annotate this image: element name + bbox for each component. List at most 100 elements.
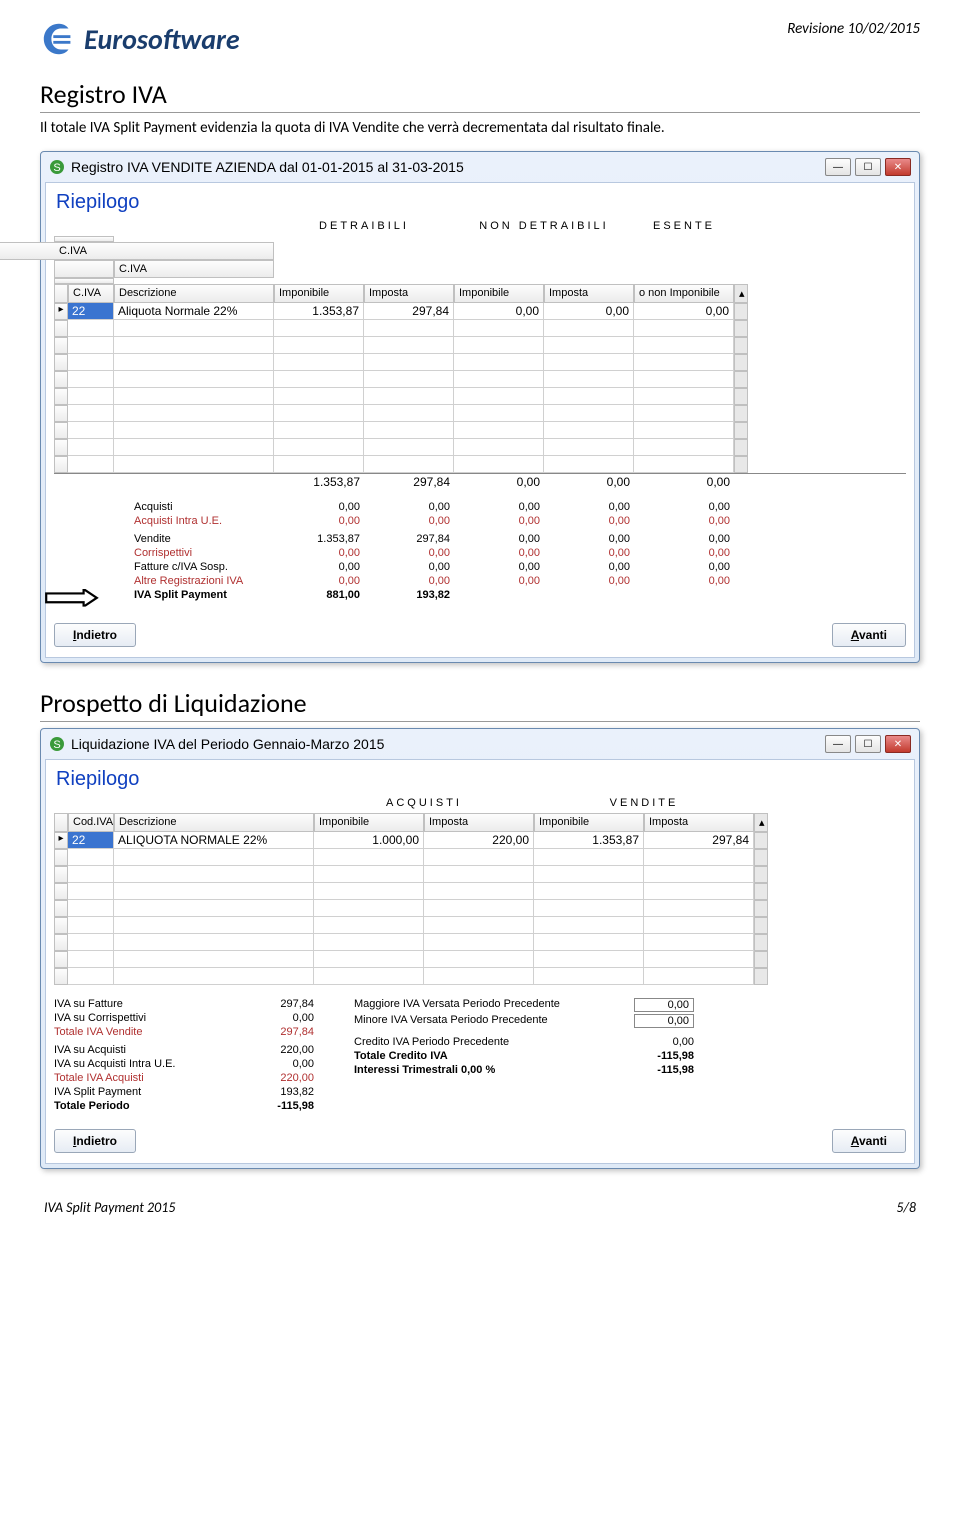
empty-cell[interactable]: [68, 337, 114, 354]
empty-cell[interactable]: [644, 917, 754, 934]
empty-cell[interactable]: [114, 422, 274, 439]
empty-cell[interactable]: [534, 900, 644, 917]
empty-cell[interactable]: [424, 951, 534, 968]
col-imponibile1[interactable]: Imponibile: [274, 284, 364, 303]
empty-cell[interactable]: [68, 456, 114, 473]
scrollbar[interactable]: [734, 456, 748, 473]
empty-cell[interactable]: [68, 934, 114, 951]
scrollbar[interactable]: [734, 337, 748, 354]
minimize-button[interactable]: —: [825, 158, 851, 176]
col-imposta1[interactable]: Imposta: [364, 284, 454, 303]
empty-cell[interactable]: [68, 917, 114, 934]
empty-cell[interactable]: [534, 883, 644, 900]
empty-cell[interactable]: [274, 320, 364, 337]
cell-codiva[interactable]: 22: [68, 832, 114, 849]
empty-cell[interactable]: [534, 849, 644, 866]
empty-cell[interactable]: [114, 934, 314, 951]
empty-cell[interactable]: [68, 968, 114, 985]
empty-cell[interactable]: [364, 405, 454, 422]
close-button[interactable]: ✕: [885, 158, 911, 176]
empty-cell[interactable]: [114, 968, 314, 985]
empty-cell[interactable]: [534, 866, 644, 883]
empty-cell[interactable]: [274, 354, 364, 371]
empty-cell[interactable]: [274, 405, 364, 422]
minimize-button[interactable]: —: [825, 735, 851, 753]
empty-cell[interactable]: [424, 917, 534, 934]
empty-cell[interactable]: [364, 337, 454, 354]
empty-cell[interactable]: [634, 422, 734, 439]
empty-cell[interactable]: [634, 456, 734, 473]
empty-cell[interactable]: [544, 354, 634, 371]
cell-imp-acq[interactable]: 1.000,00: [314, 832, 424, 849]
empty-cell[interactable]: [544, 456, 634, 473]
empty-cell[interactable]: [274, 337, 364, 354]
scrollbar[interactable]: [754, 866, 768, 883]
scroll-up-icon[interactable]: ▴: [734, 284, 748, 303]
empty-cell[interactable]: [274, 371, 364, 388]
empty-cell[interactable]: [534, 968, 644, 985]
empty-cell[interactable]: [68, 900, 114, 917]
empty-cell[interactable]: [114, 354, 274, 371]
empty-cell[interactable]: [314, 900, 424, 917]
empty-cell[interactable]: [424, 883, 534, 900]
empty-cell[interactable]: [634, 337, 734, 354]
empty-cell[interactable]: [314, 968, 424, 985]
empty-cell[interactable]: [364, 422, 454, 439]
scrollbar[interactable]: [734, 354, 748, 371]
col-imponibile2[interactable]: Imponibile: [454, 284, 544, 303]
empty-cell[interactable]: [534, 934, 644, 951]
scrollbar[interactable]: [754, 934, 768, 951]
col-desc[interactable]: Descrizione: [114, 813, 314, 832]
empty-cell[interactable]: [424, 934, 534, 951]
empty-cell[interactable]: [364, 388, 454, 405]
scrollbar[interactable]: [754, 832, 768, 849]
cell-imp-ven[interactable]: 1.353,87: [534, 832, 644, 849]
maggiore-iva-input[interactable]: 0,00: [634, 998, 694, 1012]
scrollbar[interactable]: [734, 303, 748, 320]
empty-cell[interactable]: [114, 849, 314, 866]
empty-cell[interactable]: [634, 371, 734, 388]
col-desc[interactable]: Descrizione: [114, 284, 274, 303]
empty-cell[interactable]: [454, 422, 544, 439]
empty-cell[interactable]: [364, 371, 454, 388]
empty-cell[interactable]: [114, 439, 274, 456]
empty-cell[interactable]: [314, 866, 424, 883]
close-button[interactable]: ✕: [885, 735, 911, 753]
empty-cell[interactable]: [634, 405, 734, 422]
scrollbar[interactable]: [754, 849, 768, 866]
empty-cell[interactable]: [114, 337, 274, 354]
empty-cell[interactable]: [68, 866, 114, 883]
cell-tax2[interactable]: 0,00: [544, 303, 634, 320]
minore-iva-input[interactable]: 0,00: [634, 1014, 694, 1028]
empty-cell[interactable]: [68, 883, 114, 900]
empty-cell[interactable]: [314, 934, 424, 951]
empty-cell[interactable]: [454, 371, 544, 388]
col-imp-acq[interactable]: Imponibile: [314, 813, 424, 832]
back-button[interactable]: Indietro: [54, 1129, 136, 1153]
empty-cell[interactable]: [314, 883, 424, 900]
cell-esente[interactable]: 0,00: [634, 303, 734, 320]
empty-cell[interactable]: [544, 337, 634, 354]
scroll-up-icon[interactable]: ▴: [754, 813, 768, 832]
empty-cell[interactable]: [314, 849, 424, 866]
cell-civa[interactable]: 22: [68, 303, 114, 320]
empty-cell[interactable]: [114, 320, 274, 337]
empty-cell[interactable]: [114, 951, 314, 968]
scrollbar[interactable]: [734, 320, 748, 337]
col-esente[interactable]: o non Imponibile: [634, 284, 734, 303]
empty-cell[interactable]: [544, 422, 634, 439]
empty-cell[interactable]: [114, 866, 314, 883]
empty-cell[interactable]: [114, 405, 274, 422]
empty-cell[interactable]: [114, 388, 274, 405]
col-codiva[interactable]: Cod.IVA: [68, 813, 114, 832]
empty-cell[interactable]: [68, 439, 114, 456]
cell-tax-ven[interactable]: 297,84: [644, 832, 754, 849]
empty-cell[interactable]: [68, 371, 114, 388]
empty-cell[interactable]: [314, 917, 424, 934]
forward-button[interactable]: Avanti: [832, 1129, 906, 1153]
empty-cell[interactable]: [314, 951, 424, 968]
empty-cell[interactable]: [274, 439, 364, 456]
scrollbar[interactable]: [734, 371, 748, 388]
cell-tax-acq[interactable]: 220,00: [424, 832, 534, 849]
empty-cell[interactable]: [364, 456, 454, 473]
